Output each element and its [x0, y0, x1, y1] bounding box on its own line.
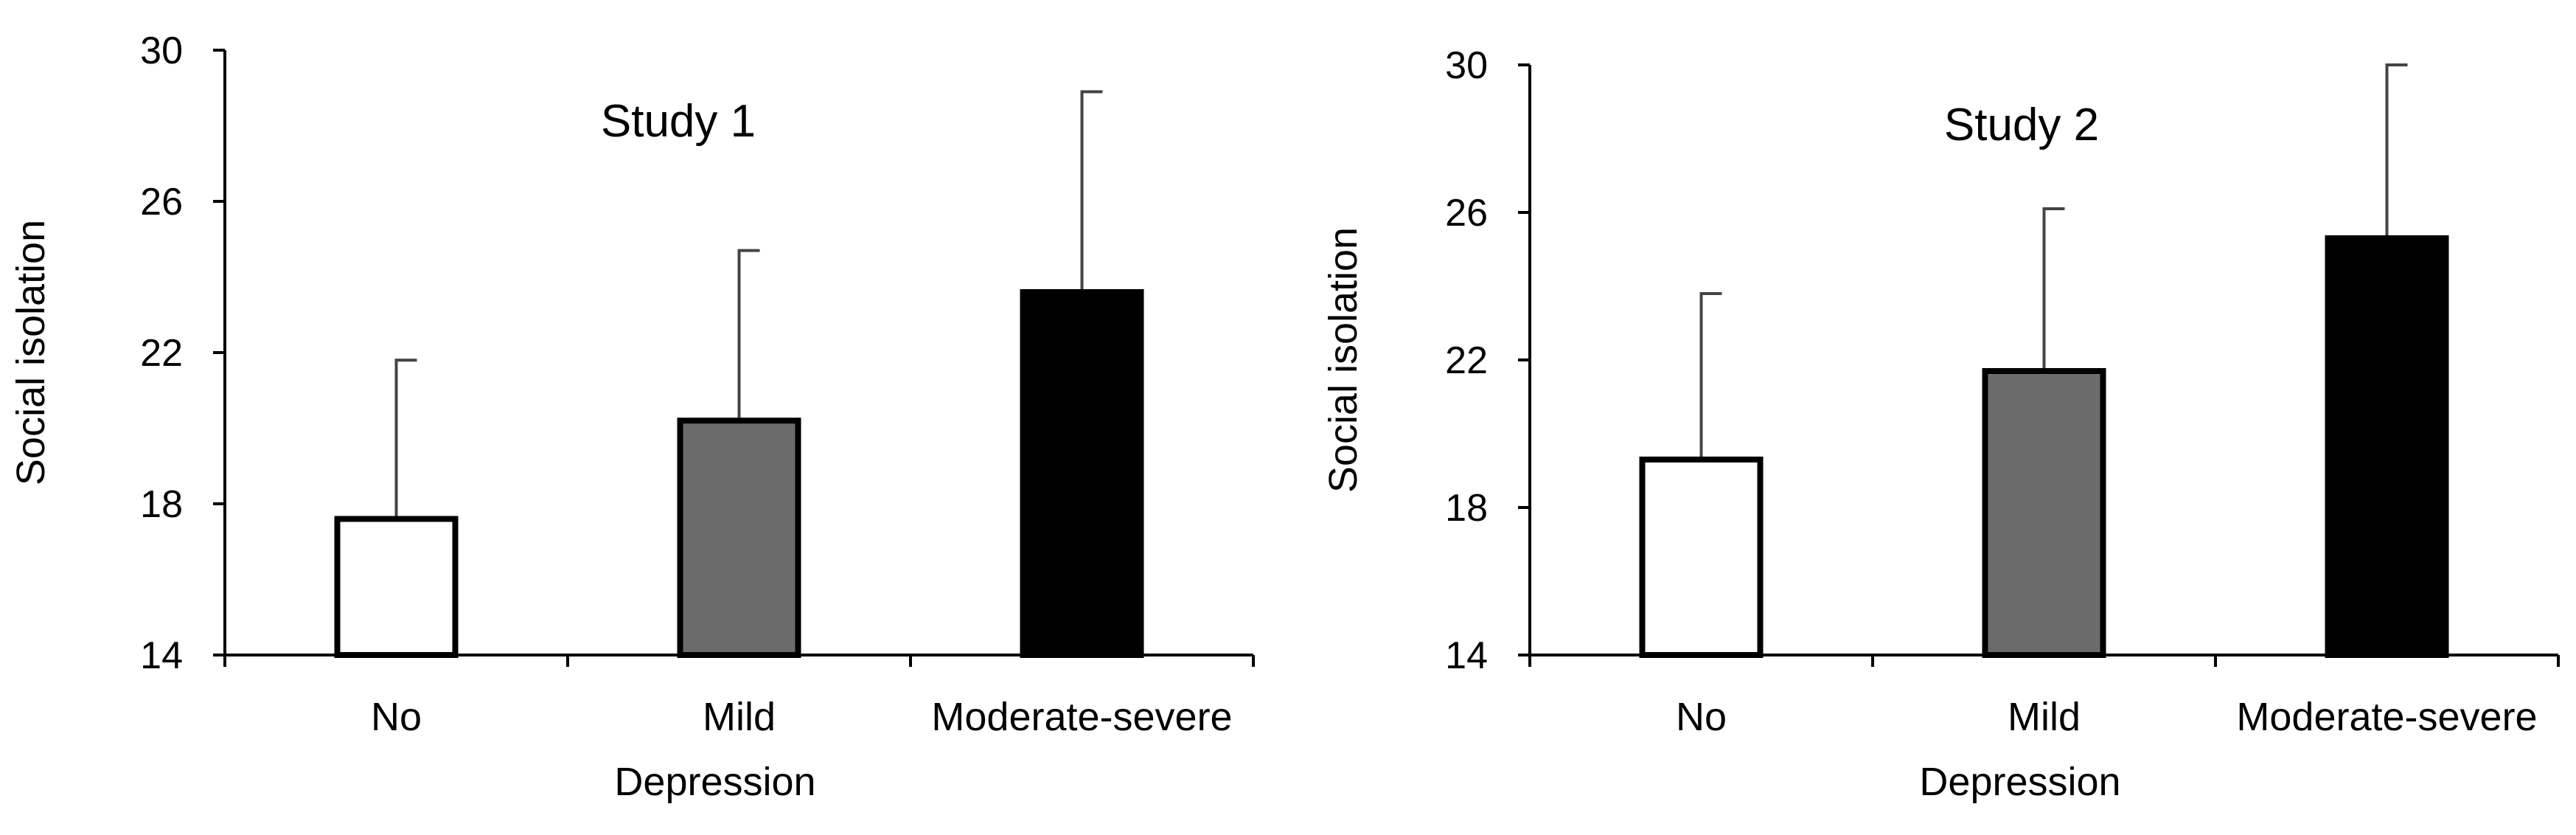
x-axis-label: Depression [614, 760, 815, 804]
y-tick-label: 26 [140, 181, 183, 224]
y-tick-label: 30 [140, 30, 183, 72]
bar-no [1639, 457, 1764, 658]
chart-title: Study 1 [601, 96, 756, 147]
y-tick-label: 14 [140, 634, 183, 677]
x-category-label: Moderate-severe [2236, 695, 2537, 739]
y-tick-label: 18 [140, 483, 183, 526]
y-tick-label: 26 [1445, 192, 1488, 235]
chart-title: Study 2 [1944, 100, 2099, 150]
y-axis-label: Social isolation [9, 220, 53, 485]
x-category-label: Moderate-severe [931, 695, 1232, 739]
x-category-label: No [1676, 695, 1727, 739]
y-tick-label: 22 [1445, 339, 1488, 382]
chart-study-1: 14 18 22 26 30 No Mild Moderate-severe Study 1 So… [9, 30, 1255, 804]
y-tick-label: 14 [1445, 634, 1488, 677]
y-tick-label: 22 [140, 332, 183, 375]
bar-mild [1982, 368, 2106, 658]
bar-mild [677, 418, 801, 658]
bar-no [334, 516, 459, 658]
x-category-label: Mild [703, 695, 776, 739]
x-axis-label: Depression [1919, 760, 2120, 804]
bar-moderate-severe [2325, 235, 2449, 658]
y-tick-label: 18 [1445, 487, 1488, 530]
chart-study-2: 14 18 22 26 30 No Mild Moderate-severe Study 2 So… [1321, 44, 2560, 804]
bar-moderate-severe [1020, 289, 1144, 658]
x-category-label: No [371, 695, 422, 739]
y-tick-label: 30 [1445, 44, 1488, 87]
y-axis-label: Social isolation [1321, 227, 1365, 493]
x-category-label: Mild [2008, 695, 2081, 739]
